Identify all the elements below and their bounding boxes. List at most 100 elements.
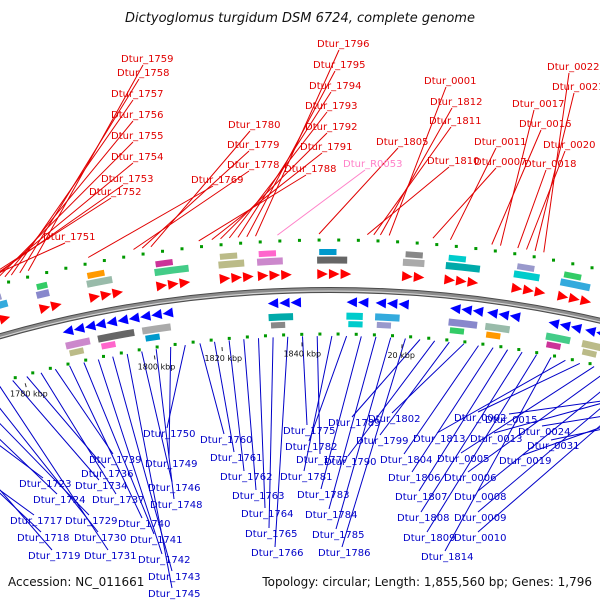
reverse-gene-label[interactable]: Dtur_1737 [92,495,145,506]
reverse-gene-label[interactable]: Dtur_0019 [499,456,552,467]
reverse-gene-label[interactable]: Dtur_1783 [297,490,350,501]
reverse-gene-label[interactable]: Dtur_1717 [10,516,63,527]
reverse-gene-label[interactable]: Dtur_1785 [312,530,365,541]
reverse-gene-label[interactable]: Dtur_1763 [232,491,285,502]
reverse-gene-label[interactable]: Dtur_1723 [19,479,72,490]
inner-dotted-ring [570,358,574,362]
forward-gene-label[interactable]: Dtur_1769 [191,175,244,186]
reverse-gene-label[interactable]: Dtur_1734 [75,481,128,492]
reverse-gene-label[interactable]: Dtur_1781 [280,472,333,483]
reverse-gene-label[interactable]: Dtur_0006 [444,473,497,484]
forward-gene-label[interactable]: Dtur_1758 [117,68,170,79]
reverse-gene-label[interactable]: Dtur_1750 [143,429,196,440]
reverse-gene-label[interactable]: Dtur_1808 [397,513,450,524]
reverse-gene-label[interactable]: Dtur_1777 [296,455,349,466]
reverse-gene-label[interactable]: Dtur_1789 [328,418,381,429]
forward-gene-label[interactable]: Dtur_1751 [43,232,96,243]
reverse-gene-label[interactable]: Dtur_1799 [356,436,409,447]
forward-gene-label[interactable]: Dtur_1759 [121,54,174,65]
reverse-gene-label[interactable]: Dtur_1766 [251,548,304,559]
reverse-gene-label[interactable]: Dtur_1761 [210,453,263,464]
reverse-gene-label[interactable]: Dtur_0010 [454,533,507,544]
forward-gene-label[interactable]: Dtur_1757 [111,89,164,100]
reverse-gene-label[interactable]: Dtur_1730 [74,533,127,544]
forward-gene-label[interactable]: Dtur_1752 [89,187,142,198]
reverse-gene-label[interactable]: Dtur_1731 [84,551,137,562]
forward-gene-label[interactable]: Dtur_1796 [317,39,370,50]
forward-gene-label[interactable]: Dtur_R0053 [343,159,402,170]
forward-gene-label[interactable]: Dtur_1794 [309,81,362,92]
reverse-gene-label[interactable]: Dtur_0005 [437,454,490,465]
reverse-gene-label[interactable]: Dtur_1718 [17,533,70,544]
reverse-gene-label[interactable]: Dtur_1748 [150,500,203,511]
reverse-gene-label[interactable]: Dtur_1786 [318,548,371,559]
reverse-gene-label[interactable]: Dtur_1809 [403,533,456,544]
reverse-gene-label[interactable]: Dtur_1813 [413,434,466,445]
reverse-gene-label[interactable]: Dtur_0008 [454,492,507,503]
forward-gene-label[interactable]: Dtur_0021 [552,82,600,93]
forward-gene-label[interactable]: Dtur_1780 [228,120,281,131]
reverse-gene-label[interactable]: Dtur_1775 [283,426,336,437]
reverse-gene-label[interactable]: Dtur_1724 [33,495,86,506]
forward-gene-label[interactable]: Dtur_1805 [376,137,429,148]
forward-gene-label[interactable]: Dtur_1756 [111,110,164,121]
reverse-gene-label[interactable]: Dtur_1746 [148,483,201,494]
forward-gene-label[interactable]: Dtur_1791 [300,142,353,153]
forward-gene-label[interactable]: Dtur_0022 [547,62,600,73]
reverse-gene-label[interactable]: Dtur_1765 [245,529,298,540]
reverse-gene-label[interactable]: Dtur_1814 [421,552,474,563]
reverse-gene-label[interactable]: Dtur_1802 [368,414,421,425]
reverse-gene-label[interactable]: Dtur_1736 [81,469,134,480]
reverse-gene-label[interactable]: Dtur_1806 [388,473,441,484]
forward-gene-label[interactable]: Dtur_1811 [429,116,482,127]
reverse-gene-label[interactable]: Dtur_1804 [380,455,433,466]
reverse-gene-label[interactable]: Dtur_1729 [65,516,118,527]
reverse-gene-label[interactable]: Dtur_0009 [454,513,507,524]
forward-leader-line [246,70,336,238]
reverse-gene-label[interactable]: Dtur_1807 [395,492,448,503]
forward-gene-label[interactable]: Dtur_1793 [305,101,358,112]
reverse-leader-line [0,385,109,551]
reverse-gene-label[interactable]: Dtur_0015 [485,415,538,426]
reverse-gene-label[interactable]: Dtur_1760 [200,435,253,446]
forward-gene-label[interactable]: Dtur_0020 [543,140,596,151]
reverse-gene-label[interactable]: Dtur_1743 [148,572,201,583]
forward-gene-label[interactable]: Dtur_0016 [519,119,572,130]
forward-gene-label[interactable]: Dtur_1754 [111,152,164,163]
forward-gene-label[interactable]: Dtur_1779 [227,140,280,151]
reverse-gene-label[interactable]: Dtur_1762 [220,472,273,483]
forward-gene-label[interactable]: Dtur_0018 [524,159,577,170]
forward-gene-label[interactable]: Dtur_1795 [313,60,366,71]
reverse-gene-label[interactable]: Dtur_0002 [454,413,507,424]
reverse-gene-label[interactable]: Dtur_1745 [148,589,201,600]
reverse-gene-label[interactable]: Dtur_1782 [285,442,338,453]
reverse-gene-label[interactable]: Dtur_1764 [241,509,294,520]
forward-gene-label[interactable]: Dtur_0017 [512,99,565,110]
reverse-gene-label[interactable]: Dtur_1739 [89,455,142,466]
reverse-gene-label[interactable]: Dtur_1741 [130,535,183,546]
forward-gene-label[interactable]: Dtur_0011 [474,137,527,148]
forward-gene-label[interactable]: Dtur_1810 [427,156,480,167]
forward-gene-label[interactable]: Dtur_1755 [111,131,164,142]
reverse-gene-label[interactable]: Dtur_1742 [138,555,191,566]
reverse-gene-label[interactable]: Dtur_1784 [305,510,358,521]
forward-gene-label[interactable]: Dtur_1792 [305,122,358,133]
reverse-gene-label[interactable]: Dtur_1740 [118,519,171,530]
gene-labels[interactable]: Dtur_1751 Dtur_1752 Dtur_1753 Dtur_1754 Dtur… [10,39,600,600]
reverse-gene-label[interactable]: Dtur_1719 [28,551,81,562]
reverse-gene-label[interactable]: Dtur_0013 [470,434,523,445]
forward-cog-band [402,258,425,268]
forward-gene-label[interactable]: Dtur_1812 [430,97,483,108]
forward-gene-label[interactable]: Dtur_1753 [101,174,154,185]
forward-gene-label[interactable]: Dtur_1778 [227,160,280,171]
reverse-leader-line [508,400,600,415]
inner-dotted-ring [463,340,467,344]
reverse-gene-label[interactable]: Dtur_0024 [518,427,571,438]
reverse-gene-label[interactable]: Dtur_1790 [324,457,377,468]
reverse-gene-label[interactable]: Dtur_1749 [145,459,198,470]
forward-gene-label[interactable]: Dtur_0001 [424,76,477,87]
forward-gene-label[interactable]: Dtur_1788 [284,164,337,175]
outer-dotted-ring [219,243,223,247]
reverse-gene-label[interactable]: Dtur_0031 [527,441,580,452]
forward-gene-label[interactable]: Dtur_0007 [474,157,527,168]
